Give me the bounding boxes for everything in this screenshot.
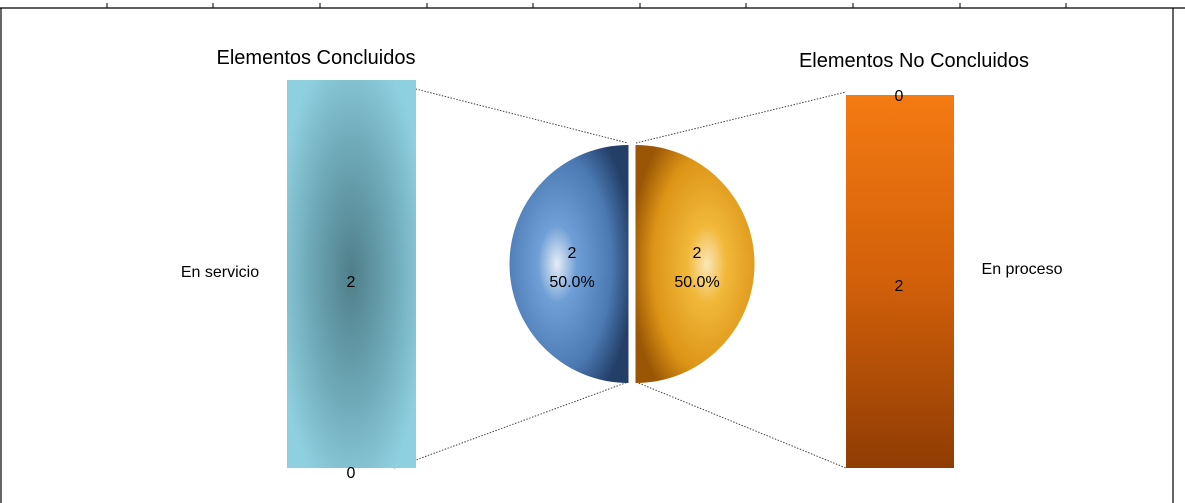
connector-right-bottom (635, 381, 847, 469)
bar-group-concluidos: Elementos Concluidos En servicio 2 0 (181, 47, 416, 482)
pie-slice-concluidos (509, 145, 629, 383)
pie: 2 50.0% 2 50.0% (509, 145, 755, 383)
bar-no-concluidos (846, 95, 954, 468)
category-label-en-proceso: En proceso (982, 261, 1063, 278)
bar-segment-label-concluidos-zero: 0 (347, 465, 356, 482)
connector-right-top (635, 91, 847, 144)
category-label-en-servicio: En servicio (181, 264, 259, 281)
bar-title-concluidos: Elementos Concluidos (217, 47, 416, 69)
bar-segment-label-en-proceso: 2 (895, 278, 904, 295)
bar-group-no-concluidos: Elementos No Concluidos En proceso 2 0 (799, 50, 1063, 468)
pie-slice-no-concluidos (635, 145, 755, 383)
bar-concluidos (287, 80, 416, 468)
bar-segment-label-en-servicio: 2 (347, 274, 356, 291)
bar-title-no-concluidos: Elementos No Concluidos (799, 50, 1029, 72)
bar-segment-label-no-concluidos-zero: 0 (895, 88, 904, 105)
frame-top-ticks (106, 3, 1067, 8)
pie-slice-percent-no-concluidos: 50.0% (674, 274, 719, 291)
connector-left-top (403, 85, 629, 144)
connector-left-bottom (393, 381, 629, 469)
frame-lines (0, 3, 1185, 503)
connector-lines (393, 85, 847, 469)
pie-slice-value-concluidos: 2 (568, 245, 577, 262)
pie-slice-percent-concluidos: 50.0% (549, 274, 594, 291)
pie-slice-value-no-concluidos: 2 (693, 245, 702, 262)
